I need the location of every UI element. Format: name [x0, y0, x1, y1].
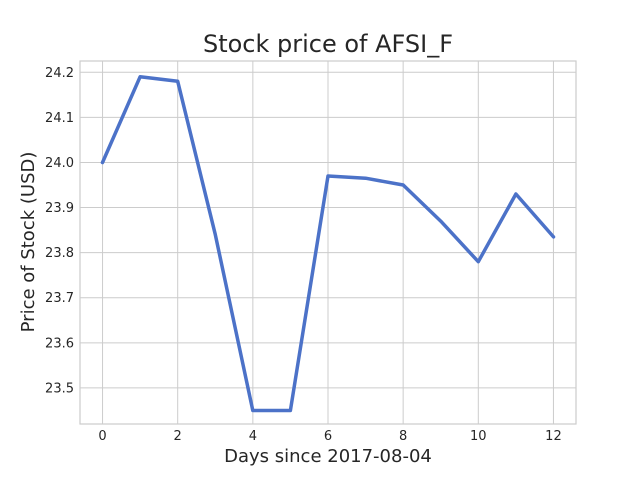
x-tick-label: 12	[545, 429, 562, 444]
x-tick-label: 8	[399, 429, 407, 444]
grid-lines	[80, 61, 576, 424]
y-tick-labels: 23.5 23.6 23.7 23.8 23.9 24.0 24.1 24.2	[45, 66, 74, 397]
series-line	[100, 75, 556, 413]
plot-frame	[79, 60, 577, 425]
x-tick-label: 10	[470, 429, 487, 444]
y-tick-label: 23.8	[45, 246, 74, 261]
y-tick-label: 24.1	[45, 111, 74, 126]
y-tick-label: 24.0	[45, 156, 74, 171]
y-tick-label: 23.6	[45, 336, 74, 351]
x-tick-label: 6	[324, 429, 332, 444]
y-tick-label: 23.9	[45, 201, 74, 216]
chart-title: Stock price of AFSI_F	[203, 30, 453, 58]
y-tick-label: 23.7	[45, 291, 74, 306]
x-tick-label: 0	[98, 429, 106, 444]
y-tick-label: 24.2	[45, 66, 74, 81]
x-tick-label: 2	[174, 429, 182, 444]
y-tick-label: 23.5	[45, 381, 74, 396]
y-axis-label: Price of Stock (USD)	[18, 152, 39, 333]
x-tick-labels: 0 2 4 6 8 10 12	[98, 429, 561, 444]
x-axis-label: Days since 2017-08-04	[224, 446, 432, 467]
x-tick-label: 4	[249, 429, 257, 444]
